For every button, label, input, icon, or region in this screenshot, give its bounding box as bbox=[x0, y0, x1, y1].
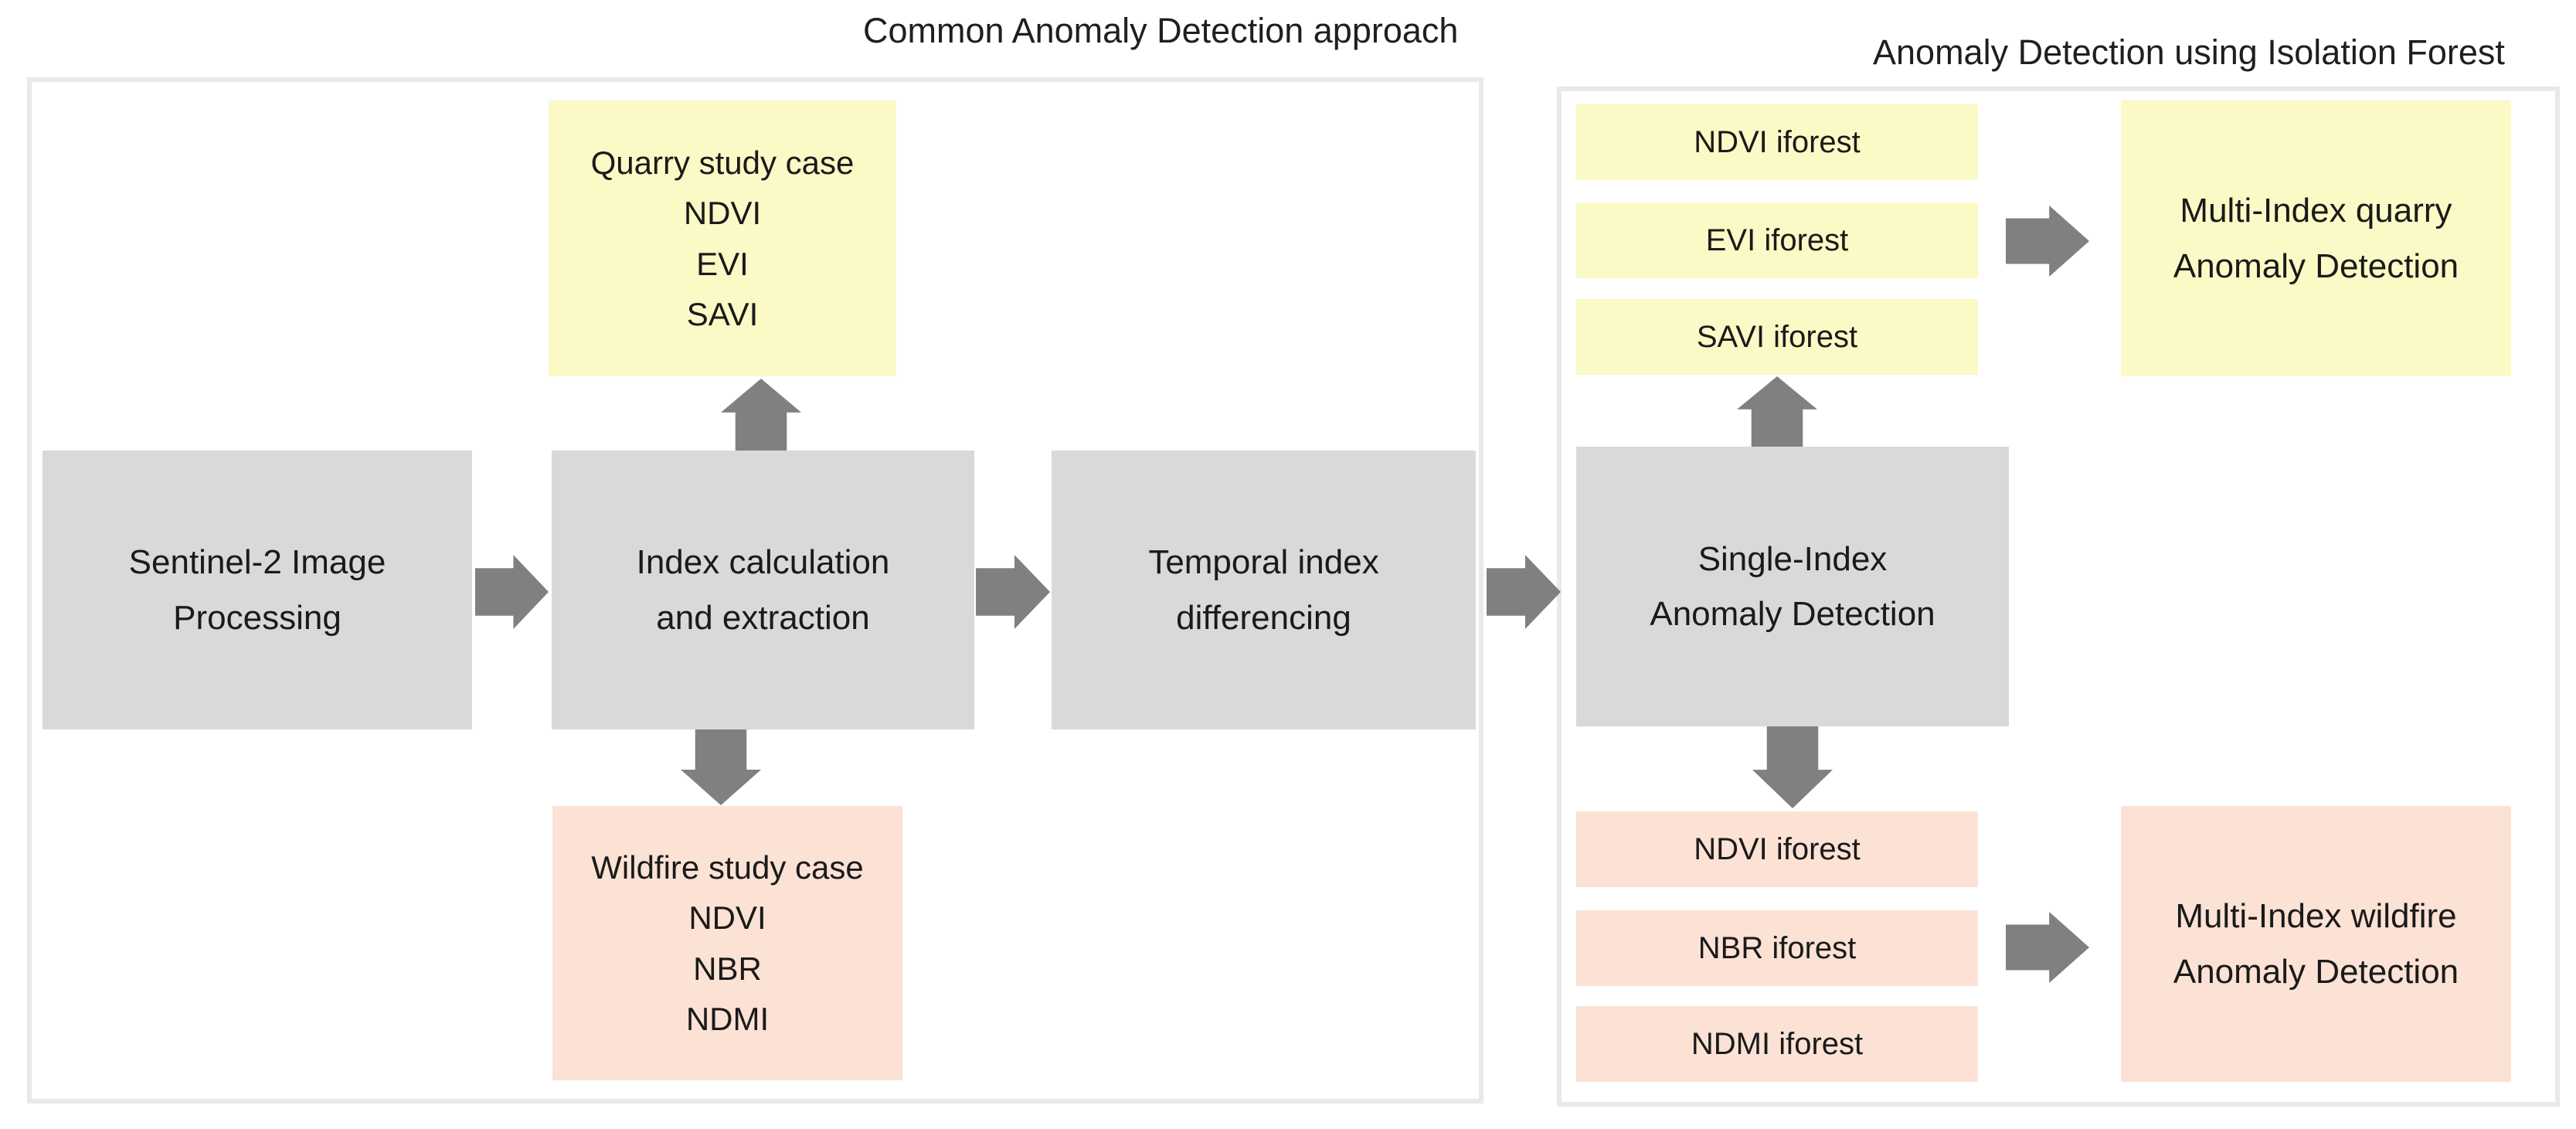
left-panel-title: Common Anomaly Detection approach bbox=[863, 11, 1459, 50]
single-index-detection-box: Single-Index Anomaly Detection bbox=[1576, 447, 2009, 726]
arrow-right-icon bbox=[1487, 555, 1561, 629]
right-panel-title: Anomaly Detection using Isolation Forest bbox=[1873, 32, 2505, 72]
multi-index-quarry-box: Multi-Index quarry Anomaly Detection bbox=[2121, 100, 2511, 376]
ndmi-iforest-wildfire-row: NDMI iforest bbox=[1576, 1006, 1978, 1082]
quarry-study-case-box: Quarry study case NDVI EVI SAVI bbox=[549, 100, 896, 376]
wildfire-study-case-box: Wildfire study case NDVI NBR NDMI bbox=[552, 806, 902, 1080]
savi-iforest-quarry-row: SAVI iforest bbox=[1576, 299, 1978, 375]
ndvi-iforest-quarry-row: NDVI iforest bbox=[1576, 104, 1978, 180]
ndvi-iforest-wildfire-row: NDVI iforest bbox=[1576, 811, 1978, 887]
evi-iforest-quarry-row: EVI iforest bbox=[1576, 202, 1978, 278]
index-calculation-box: Index calculation and extraction bbox=[552, 451, 974, 729]
nbr-iforest-wildfire-row: NBR iforest bbox=[1576, 910, 1978, 986]
multi-index-wildfire-box: Multi-Index wildfire Anomaly Detection bbox=[2121, 806, 2511, 1082]
temporal-differencing-box: Temporal index differencing bbox=[1052, 451, 1476, 729]
sentinel-processing-box: Sentinel-2 Image Processing bbox=[42, 451, 472, 729]
